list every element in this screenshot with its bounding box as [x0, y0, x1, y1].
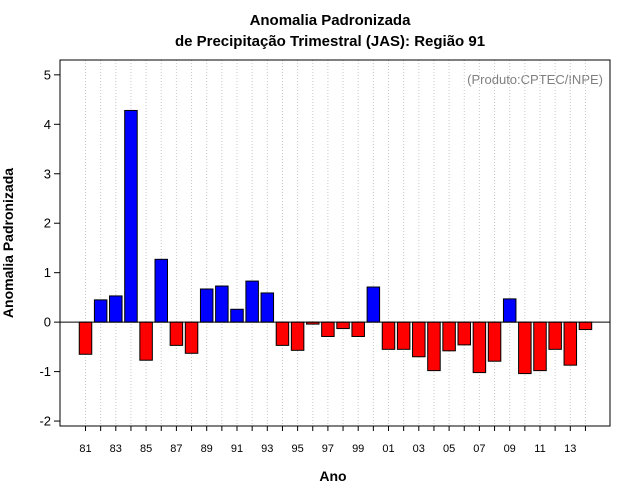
bar-88 [184, 321, 199, 354]
y-tick-label: 1 [44, 265, 51, 280]
bars [78, 109, 593, 375]
bar-95 [290, 321, 305, 351]
bar-84 [124, 109, 138, 323]
bar-92 [245, 280, 259, 323]
bar-14 [578, 321, 593, 331]
x-tick-label: 83 [110, 443, 122, 455]
y-axis: -2 -1 0 1 2 3 4 5 [39, 67, 60, 429]
bar-05 [442, 321, 456, 352]
bar-12 [548, 321, 562, 350]
bar-82 [93, 299, 108, 323]
x-tick-label: 07 [473, 443, 485, 455]
chart-annotation: (Produto:CPTEC/INPE) [467, 72, 603, 87]
x-tick-label: 05 [443, 443, 455, 455]
y-tick-label: 4 [44, 117, 51, 132]
x-axis-label: Ano [319, 468, 346, 484]
y-tick-label: 0 [44, 315, 51, 330]
x-tick-label: 95 [291, 443, 303, 455]
y-tick-label: 3 [44, 166, 51, 181]
bar-09 [502, 298, 517, 323]
bar-02 [396, 321, 411, 350]
x-tick-label: 85 [140, 443, 152, 455]
bar-01 [381, 321, 396, 350]
bar-85 [139, 321, 153, 361]
bar-83 [109, 295, 123, 323]
x-tick-label: 01 [382, 443, 394, 455]
bar-08 [487, 321, 502, 362]
x-tick-label: 87 [170, 443, 182, 455]
bar-98 [336, 321, 350, 330]
bar-94 [275, 321, 290, 346]
x-tick-label: 13 [564, 443, 576, 455]
bar-97 [321, 321, 335, 337]
bar-91 [230, 308, 244, 323]
y-tick-label: -2 [39, 414, 51, 429]
x-tick-label: 93 [261, 443, 273, 455]
x-tick-label: 09 [504, 443, 516, 455]
bar-87 [169, 321, 184, 346]
bar-81 [78, 321, 93, 355]
bar-99 [351, 321, 365, 337]
x-tick-label: 89 [201, 443, 213, 455]
bar-93 [260, 292, 275, 323]
chart-title-line-1: Anomalia Padronizada [250, 12, 412, 29]
bar-07 [472, 321, 487, 374]
plot-frame [59, 59, 611, 427]
bar-03 [412, 321, 426, 358]
bar-00 [366, 286, 381, 323]
x-tick-label: 97 [322, 443, 334, 455]
bar-89 [199, 288, 214, 323]
x-axis: 81 83 85 87 89 91 93 95 97 99 01 03 05 07 09 11 13 [79, 426, 586, 455]
x-tick-label: 81 [79, 443, 91, 455]
y-tick-label: 5 [44, 67, 51, 82]
bar-90 [215, 285, 229, 323]
bar-86 [154, 258, 168, 323]
grid-lines [85, 60, 586, 426]
x-tick-label: 03 [413, 443, 425, 455]
bar-06 [457, 321, 471, 346]
x-tick-label: 11 [534, 443, 545, 455]
bar-04 [427, 321, 441, 372]
y-tick-label: 2 [44, 216, 51, 231]
bar-13 [563, 321, 578, 366]
y-axis-label: Anomalia Padronizada [0, 168, 16, 318]
chart-title-line-2: de Precipitação Trimestral (JAS): Região… [175, 33, 485, 50]
bar-10 [518, 321, 532, 375]
bar-11 [533, 321, 547, 372]
x-tick-label: 99 [352, 443, 364, 455]
y-tick-label: -1 [39, 364, 51, 379]
x-tick-label: 91 [231, 443, 243, 455]
